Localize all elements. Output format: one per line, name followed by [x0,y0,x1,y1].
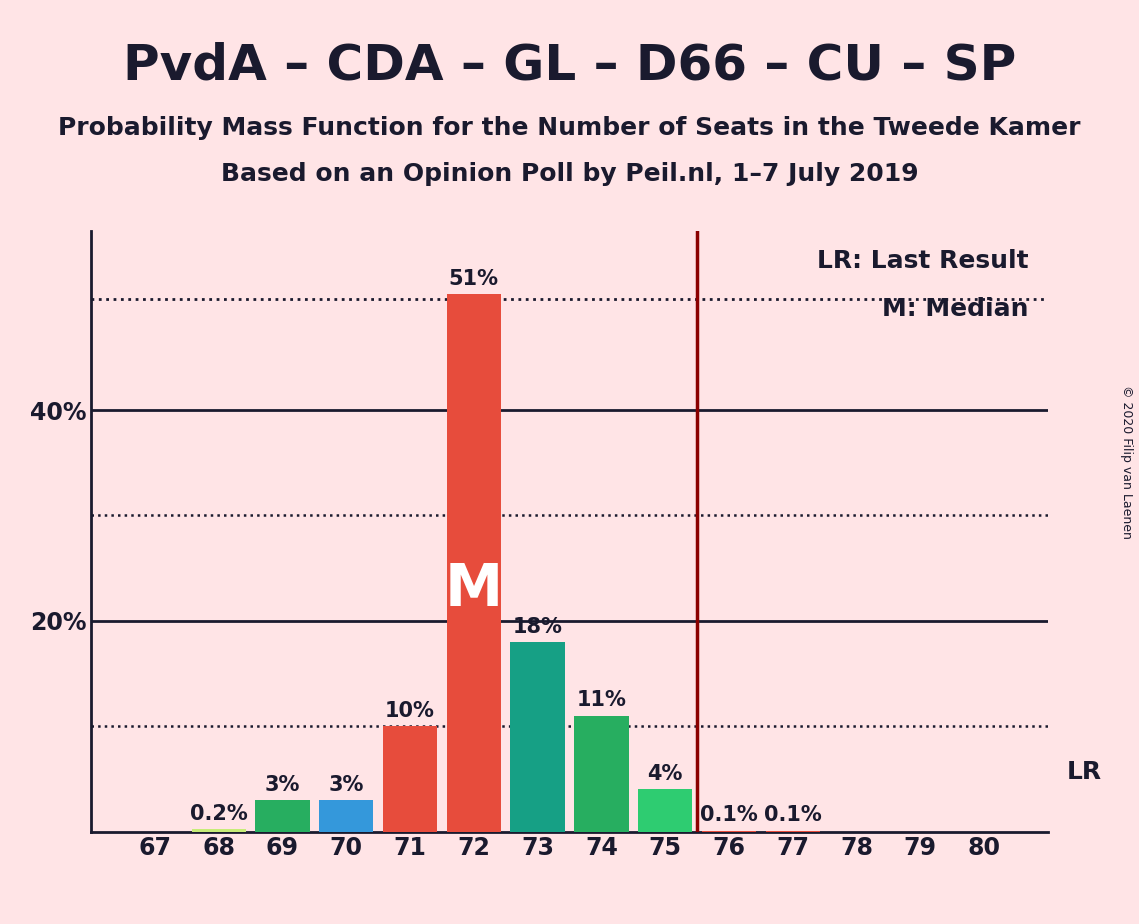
Text: 11%: 11% [576,690,626,711]
Bar [638,789,693,832]
Text: M: Median: M: Median [883,298,1029,321]
Text: © 2020 Filip van Laenen: © 2020 Filip van Laenen [1121,385,1133,539]
Bar [319,800,374,832]
Text: Probability Mass Function for the Number of Seats in the Tweede Kamer: Probability Mass Function for the Number… [58,116,1081,140]
Text: Based on an Opinion Poll by Peil.nl, 1–7 July 2019: Based on an Opinion Poll by Peil.nl, 1–7… [221,162,918,186]
Text: 10%: 10% [385,701,435,721]
Text: 0.1%: 0.1% [764,806,821,825]
Bar [765,831,820,832]
Bar [446,294,501,832]
Bar [255,800,310,832]
Text: 51%: 51% [449,269,499,289]
Text: 4%: 4% [647,764,683,784]
Text: 3%: 3% [328,774,364,795]
Bar [510,642,565,832]
Text: M: M [444,561,503,618]
Text: LR: Last Result: LR: Last Result [817,249,1029,273]
Bar [383,726,437,832]
Bar [574,716,629,832]
Text: PvdA – CDA – GL – D66 – CU – SP: PvdA – CDA – GL – D66 – CU – SP [123,42,1016,90]
Text: LR: LR [1067,760,1103,784]
Text: 0.1%: 0.1% [700,806,757,825]
Text: 18%: 18% [513,616,563,637]
Text: 0.2%: 0.2% [190,804,247,824]
Bar [191,830,246,832]
Bar [702,831,756,832]
Text: 3%: 3% [264,774,301,795]
